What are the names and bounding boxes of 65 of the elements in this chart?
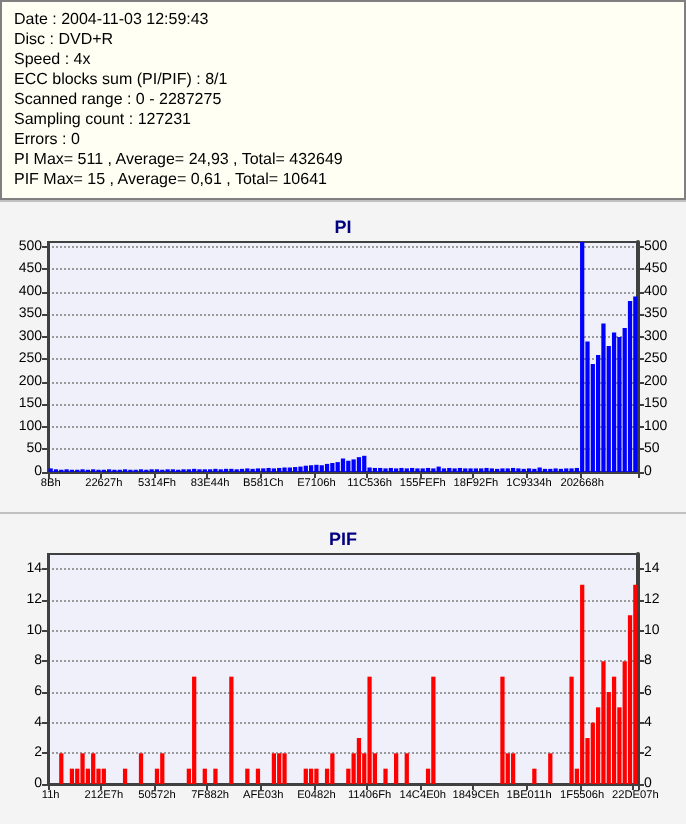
bar: [601, 323, 606, 472]
bar: [335, 462, 340, 472]
text: Sampling count : 127231: [14, 110, 194, 130]
bar: [580, 584, 585, 784]
bar: [160, 753, 165, 784]
bar: [500, 676, 505, 784]
bar: [362, 455, 367, 472]
bar: [356, 457, 362, 472]
bar: [324, 463, 330, 472]
bar: [245, 768, 250, 784]
bar: [351, 459, 356, 472]
chart-title: PI: [334, 217, 352, 237]
text: PI Max= 511 , Average= 24,93 , Total= 432649: [14, 150, 345, 170]
bar: [394, 753, 399, 784]
text: Scanned range : 0 - 2287275: [14, 90, 224, 110]
bar: [314, 768, 319, 784]
text: ECC blocks sum (PI/PIF) : 8/1: [14, 70, 230, 90]
text: Errors : 0: [14, 130, 82, 150]
text: Date : 2004-11-03 12:59:43: [14, 10, 211, 30]
bar: [569, 676, 574, 784]
bar: [298, 466, 303, 472]
bar: [303, 768, 308, 784]
bar: [340, 458, 346, 472]
bar: [319, 465, 324, 472]
bar: [633, 584, 638, 784]
bar: [356, 738, 362, 784]
bar: [580, 242, 585, 472]
text: PIF Max= 15 , Average= 0,61 , Total= 10641: [14, 170, 329, 190]
bar: [91, 753, 96, 784]
bar: [346, 460, 351, 472]
bar: [383, 768, 388, 784]
bar: [80, 753, 85, 784]
bar: [314, 464, 319, 472]
bar: [532, 768, 537, 784]
bar: [282, 753, 287, 784]
bar: [431, 676, 436, 784]
bar: [229, 676, 234, 784]
bar: [308, 768, 314, 784]
bar: [271, 753, 277, 784]
bar: [138, 753, 144, 784]
text: Speed : 4x: [14, 50, 93, 70]
bar: [122, 768, 128, 784]
bar: [633, 296, 638, 472]
bar: [192, 676, 197, 784]
bar: [611, 332, 617, 472]
bar: [617, 336, 622, 472]
bar: [404, 753, 409, 784]
chart-title: PIF: [328, 529, 358, 549]
bar: [308, 465, 314, 472]
bar: [330, 753, 335, 784]
bar: [548, 753, 553, 784]
bar: [101, 768, 106, 784]
bar: [59, 753, 64, 784]
bar: [367, 676, 372, 784]
bar: [627, 300, 633, 472]
bar: [213, 768, 218, 784]
bar: [510, 753, 516, 784]
bar: [69, 768, 75, 784]
bar: [255, 768, 261, 784]
bar: [277, 753, 282, 784]
bar: [601, 661, 606, 784]
bar: [330, 463, 335, 472]
text: Disc : DVD+R: [14, 30, 116, 50]
bar: [611, 676, 617, 784]
bar: [202, 768, 207, 784]
